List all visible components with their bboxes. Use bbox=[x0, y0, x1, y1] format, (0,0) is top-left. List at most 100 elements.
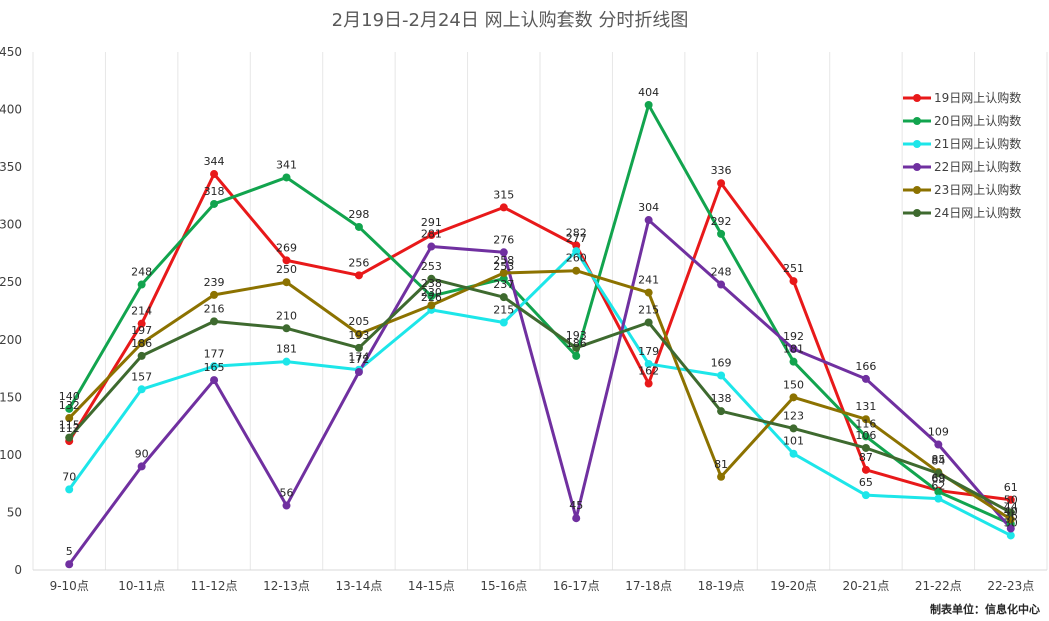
data-label: 131 bbox=[855, 400, 876, 413]
data-point bbox=[861, 491, 870, 500]
data-label: 276 bbox=[493, 233, 514, 246]
data-point bbox=[282, 256, 291, 265]
data-point bbox=[717, 407, 726, 416]
data-label: 90 bbox=[135, 447, 149, 460]
series-line bbox=[67, 218, 1013, 566]
y-tick-label: 100 bbox=[0, 448, 22, 462]
data-point bbox=[644, 379, 653, 388]
data-label: 193 bbox=[566, 329, 587, 342]
data-label: 116 bbox=[855, 417, 876, 430]
data-point bbox=[427, 292, 436, 301]
data-point bbox=[644, 100, 653, 109]
series-line bbox=[67, 172, 1013, 502]
data-point bbox=[65, 560, 74, 569]
data-label: 172 bbox=[348, 353, 369, 366]
data-point bbox=[282, 278, 291, 287]
data-label: 282 bbox=[566, 226, 587, 239]
data-label: 87 bbox=[859, 451, 873, 464]
data-point bbox=[65, 414, 74, 423]
series-line bbox=[67, 103, 1013, 526]
data-label: 150 bbox=[783, 378, 804, 391]
legend-marker bbox=[913, 140, 921, 148]
legend: 19日网上认购数 20日网上认购数 21日网上认购数 22日网上认购数 23日网上认购数… bbox=[903, 90, 1021, 220]
data-point bbox=[499, 293, 508, 302]
data-point bbox=[644, 318, 653, 327]
data-label: 197 bbox=[131, 324, 152, 337]
x-tick-label: 18-19点 bbox=[698, 579, 745, 593]
data-label: 205 bbox=[348, 315, 369, 328]
data-label: 81 bbox=[714, 458, 728, 471]
data-point bbox=[644, 288, 653, 297]
data-point bbox=[210, 362, 219, 371]
data-label: 336 bbox=[711, 164, 732, 177]
data-point bbox=[789, 277, 798, 286]
y-tick-label: 50 bbox=[7, 505, 22, 519]
data-label: 85 bbox=[931, 453, 945, 466]
data-point bbox=[572, 241, 581, 250]
legend-marker bbox=[913, 117, 921, 125]
data-label: 70 bbox=[62, 470, 76, 483]
data-label: 315 bbox=[493, 188, 514, 201]
series-points bbox=[65, 100, 1015, 569]
data-point bbox=[354, 343, 363, 352]
data-point bbox=[427, 231, 436, 240]
data-label: 253 bbox=[421, 260, 442, 273]
x-tick-label: 12-13点 bbox=[263, 579, 310, 593]
data-label: 186 bbox=[131, 337, 152, 350]
data-label: 132 bbox=[59, 399, 80, 412]
data-point bbox=[210, 290, 219, 299]
x-tick-label: 19-20点 bbox=[770, 579, 817, 593]
data-point bbox=[65, 485, 74, 494]
data-label: 215 bbox=[493, 304, 514, 317]
data-point bbox=[137, 319, 146, 328]
data-point bbox=[210, 199, 219, 208]
data-point bbox=[499, 269, 508, 278]
data-label: 241 bbox=[638, 274, 659, 287]
data-point bbox=[354, 330, 363, 339]
data-label: 298 bbox=[348, 208, 369, 221]
y-tick-label: 450 bbox=[0, 45, 22, 59]
data-label: 44 bbox=[1004, 500, 1018, 513]
data-point bbox=[934, 440, 943, 449]
data-point bbox=[210, 317, 219, 326]
data-label: 40 bbox=[1004, 505, 1018, 518]
data-label: 253 bbox=[493, 260, 514, 273]
data-point bbox=[572, 247, 581, 256]
data-label: 251 bbox=[783, 262, 804, 275]
data-label: 248 bbox=[131, 266, 152, 279]
data-label: 138 bbox=[711, 392, 732, 405]
legend-label: 21日网上认购数 bbox=[934, 136, 1021, 151]
y-tick-label: 250 bbox=[0, 275, 22, 289]
data-point bbox=[861, 465, 870, 474]
data-point bbox=[65, 404, 74, 413]
data-label: 237 bbox=[493, 278, 514, 291]
data-label: 165 bbox=[204, 361, 225, 374]
legend-marker bbox=[913, 186, 921, 194]
data-point bbox=[354, 222, 363, 231]
y-tick-label: 150 bbox=[0, 390, 22, 404]
data-label: 5 bbox=[66, 545, 73, 558]
data-point bbox=[427, 274, 436, 283]
data-point bbox=[1006, 495, 1015, 504]
data-point bbox=[282, 324, 291, 333]
data-label: 238 bbox=[421, 277, 442, 290]
data-point bbox=[861, 443, 870, 452]
data-label: 179 bbox=[638, 345, 659, 358]
data-label: 192 bbox=[783, 330, 804, 343]
data-point bbox=[861, 415, 870, 424]
data-label: 344 bbox=[204, 155, 225, 168]
data-point bbox=[282, 357, 291, 366]
data-point bbox=[572, 266, 581, 275]
x-tick-label: 13-14点 bbox=[335, 579, 382, 593]
data-point bbox=[499, 274, 508, 283]
data-point bbox=[717, 371, 726, 380]
data-point bbox=[1006, 508, 1015, 517]
data-label: 216 bbox=[204, 302, 225, 315]
data-point bbox=[789, 393, 798, 402]
data-label: 109 bbox=[928, 426, 949, 439]
legend-label: 22日网上认购数 bbox=[934, 159, 1021, 174]
data-point bbox=[789, 344, 798, 353]
legend-label: 23日网上认购数 bbox=[934, 182, 1021, 197]
data-label: 250 bbox=[276, 263, 297, 276]
